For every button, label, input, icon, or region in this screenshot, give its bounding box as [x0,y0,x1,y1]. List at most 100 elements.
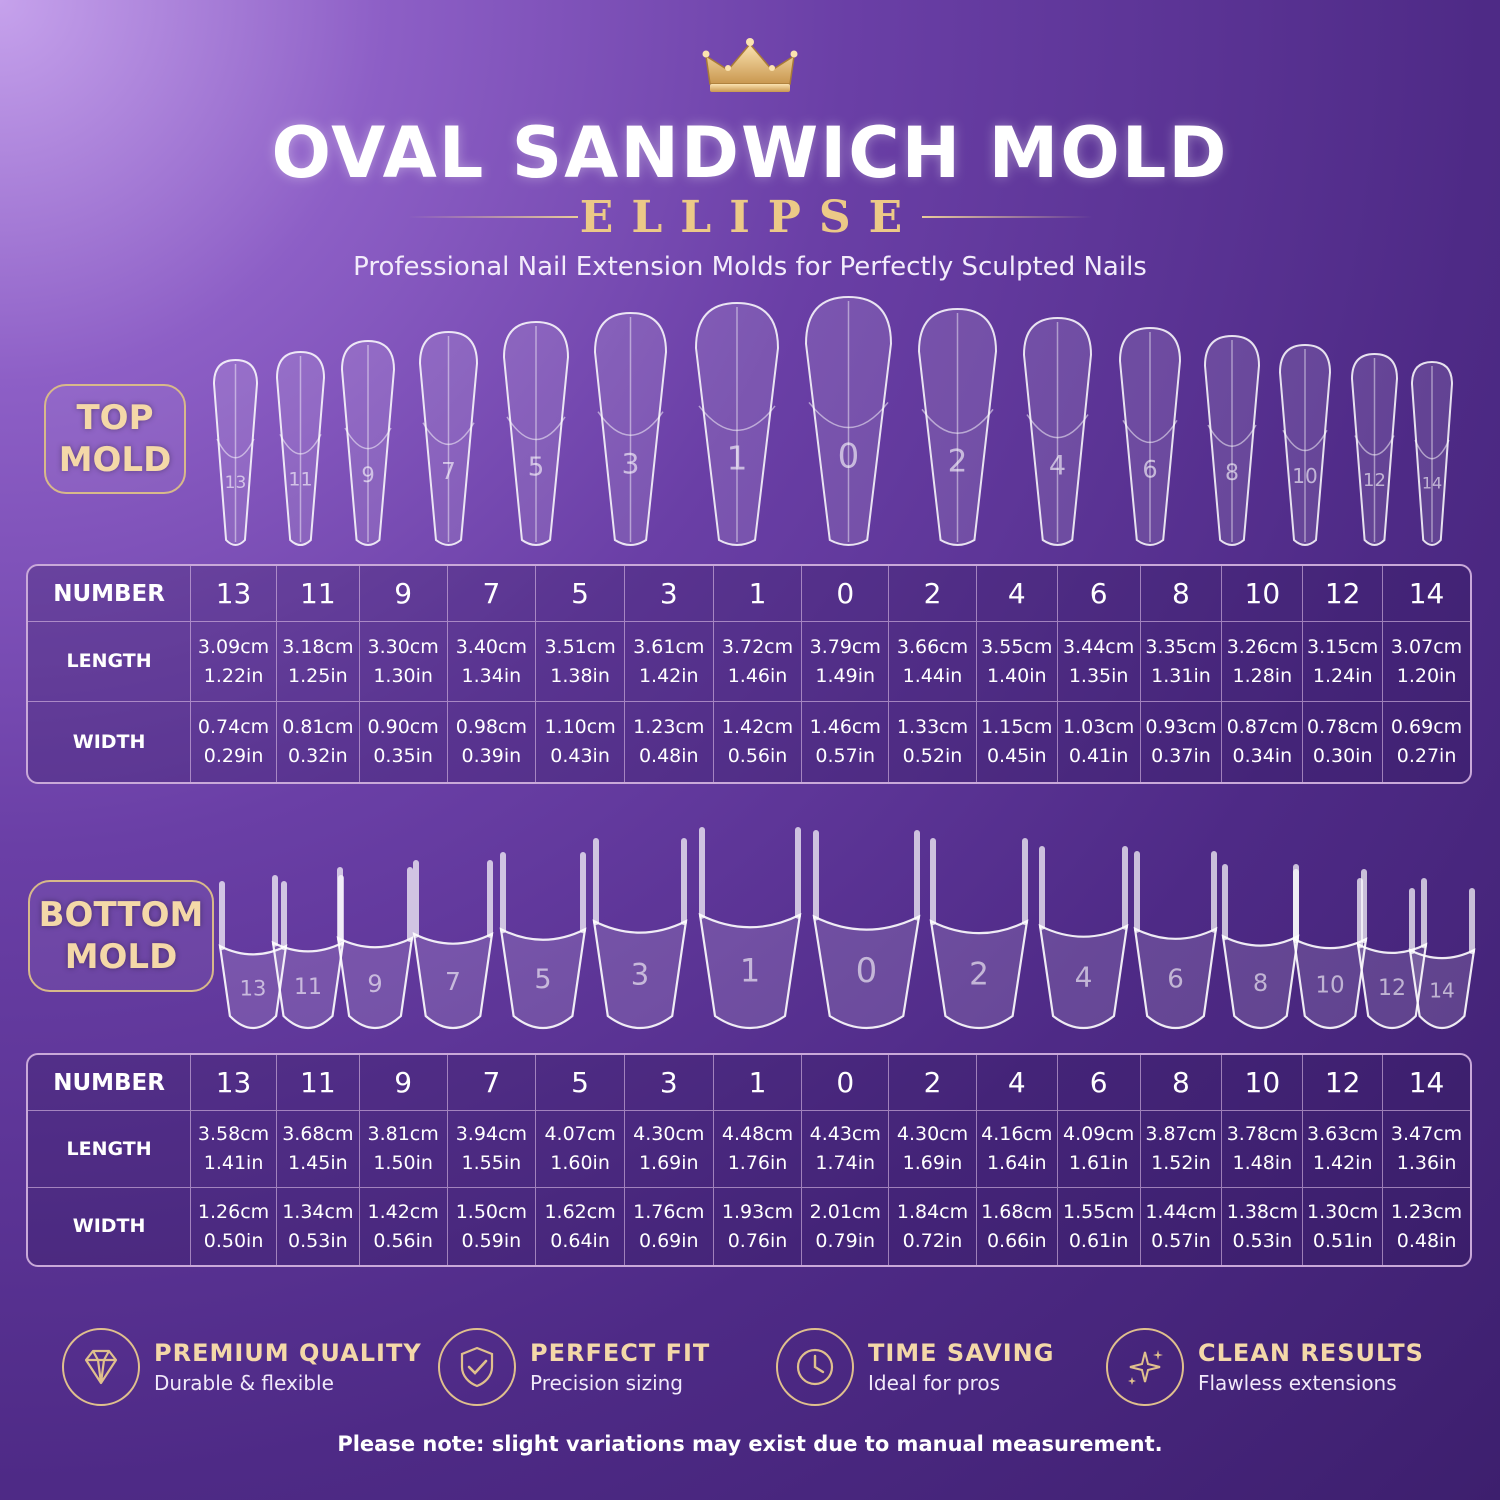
length-cell: 3.30cm 1.30in [359,622,448,702]
bottom-mold-nail: 4 [1038,846,1128,1029]
size-number-cell: 7 [447,1055,537,1111]
diamond-icon [62,1328,140,1406]
value-in: 0.51in [1312,1229,1373,1252]
top-mold-nail: 13 [212,358,258,546]
value-in: 0.64in [550,1229,610,1252]
value-in: 1.61in [1068,1152,1129,1174]
row-label-length: LENGTH [28,622,192,702]
bottom-mold-nail: 0 [812,830,920,1030]
bottom-mold-nail: 12 [1356,878,1428,1030]
feature-premium-quality: PREMIUM QUALITY Durable & flexible [62,1322,422,1412]
feature-subtitle: Durable & flexible [154,1371,334,1395]
feature-list: PREMIUM QUALITY Durable & flexible PERFE… [0,1322,1500,1422]
row-label-length: LENGTH [28,1111,192,1188]
value-in: 1.49in [815,664,876,687]
width-cell: 1.84cm 0.72in [889,1188,977,1265]
top-mold-nail: 3 [593,311,667,546]
value-cm: 3.58cm [197,1123,270,1145]
value-in: 0.32in [288,745,348,767]
value-cm: 0.87cm [1226,716,1298,738]
row-label-width: WIDTH [28,702,192,782]
top-mold-nail: 6 [1118,326,1182,546]
top-mold-nail-row: 13 11 9 7 5 3 1 0 2 4 6 8 10 12 14 [0,290,1500,560]
value-cm: 3.63cm [1307,1123,1379,1145]
sparkles-icon [1106,1328,1184,1406]
bottom-mold-nail: 10 [1292,869,1368,1030]
width-cell: 0.98cm 0.39in [448,702,537,782]
value-cm: 3.61cm [633,635,705,658]
length-cell: 4.30cm 1.69in [624,1111,714,1188]
value-cm: 1.33cm [896,716,969,738]
value-in: 0.53in [288,1229,348,1252]
value-in: 0.41in [1068,745,1129,767]
value-cm: 3.55cm [981,635,1053,658]
value-cm: 4.48cm [721,1123,794,1145]
value-cm: 3.35cm [1145,635,1217,658]
value-in: 0.43in [550,745,610,767]
width-cell: 1.46cm 0.57in [802,702,890,782]
value-in: 0.57in [1151,1229,1211,1252]
nail-number-label: 3 [631,957,649,991]
table-row-length: LENGTH 3.58cm 1.41in 3.68cm 1.45in 3.81cm 1.5… [28,1111,1470,1188]
width-cell: 1.23cm 0.48in [1383,1188,1470,1265]
length-cell: 3.94cm 1.55in [447,1111,537,1188]
size-number-cell: 6 [1057,566,1141,622]
value-in: 1.76in [727,1152,788,1174]
value-cm: 3.07cm [1390,635,1463,658]
nail-number-label: 11 [288,468,312,490]
value-cm: 1.84cm [896,1200,969,1223]
row-label-number: NUMBER [28,566,192,622]
width-cell: 2.01cm 0.79in [802,1188,890,1265]
value-in: 0.39in [461,745,522,767]
value-cm: 1.76cm [633,1200,705,1223]
size-number-cell: 9 [359,566,448,622]
length-cell: 3.47cm 1.36in [1383,1111,1470,1188]
value-cm: 3.30cm [367,635,439,658]
width-cell: 1.34cm 0.53in [277,1188,360,1265]
size-number-cell: 0 [802,1055,890,1111]
value-cm: 1.46cm [809,716,881,738]
size-number-cell: 10 [1222,566,1304,622]
width-cell: 1.38cm 0.53in [1222,1188,1304,1265]
table-row-width: WIDTH 0.74cm 0.29in 0.81cm 0.32in 0.90cm 0.35… [28,702,1470,782]
value-in: 0.57in [815,745,876,767]
width-cell: 0.78cm 0.30in [1303,702,1384,782]
nail-number-label: 1 [727,439,748,478]
size-number-cell: 13 [191,566,277,622]
size-number-cell: 8 [1140,1055,1223,1111]
nail-number-label: 14 [1422,473,1442,492]
feature-title: CLEAN RESULTS [1198,1339,1424,1367]
value-in: 1.44in [902,664,963,687]
size-number-cell: 1 [713,1055,803,1111]
value-in: 1.74in [815,1152,876,1174]
feature-subtitle: Ideal for pros [868,1371,1001,1395]
nail-number-label: 9 [361,463,374,487]
value-cm: 1.42cm [721,716,794,738]
value-cm: 0.74cm [197,716,270,738]
value-in: 1.36in [1396,1152,1457,1174]
length-cell: 3.81cm 1.50in [359,1111,448,1188]
bottom-mold-nail: 1 [698,827,802,1029]
value-in: 1.35in [1068,664,1129,687]
value-in: 0.69in [638,1229,699,1252]
value-cm: 3.15cm [1307,635,1379,658]
width-cell: 1.33cm 0.52in [889,702,977,782]
feature-title: PREMIUM QUALITY [154,1339,422,1367]
length-cell: 4.43cm 1.74in [802,1111,890,1188]
value-in: 1.46in [727,664,788,687]
bottom-mold-nail: 9 [336,867,414,1029]
size-number-cell: 4 [976,1055,1058,1111]
top-mold-nail: 8 [1203,334,1261,546]
width-cell: 1.10cm 0.43in [536,702,625,782]
nail-number-label: 12 [1363,470,1386,491]
feature-time-saving: TIME SAVING Ideal for pros [776,1322,1054,1412]
nail-number-label: 6 [1142,456,1157,484]
nail-number-label: 5 [528,453,545,483]
value-cm: 3.47cm [1390,1123,1463,1145]
width-cell: 1.23cm 0.48in [625,702,714,782]
value-cm: 3.94cm [455,1123,527,1145]
size-number-cell: 12 [1303,566,1384,622]
top-mold-nail: 11 [275,350,325,546]
value-cm: 1.50cm [455,1200,527,1223]
top-mold-nail: 14 [1410,360,1454,546]
